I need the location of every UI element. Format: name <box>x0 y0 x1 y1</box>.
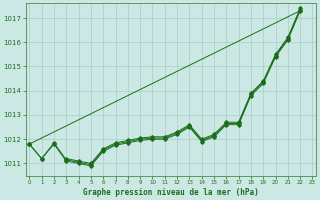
X-axis label: Graphe pression niveau de la mer (hPa): Graphe pression niveau de la mer (hPa) <box>83 188 259 197</box>
